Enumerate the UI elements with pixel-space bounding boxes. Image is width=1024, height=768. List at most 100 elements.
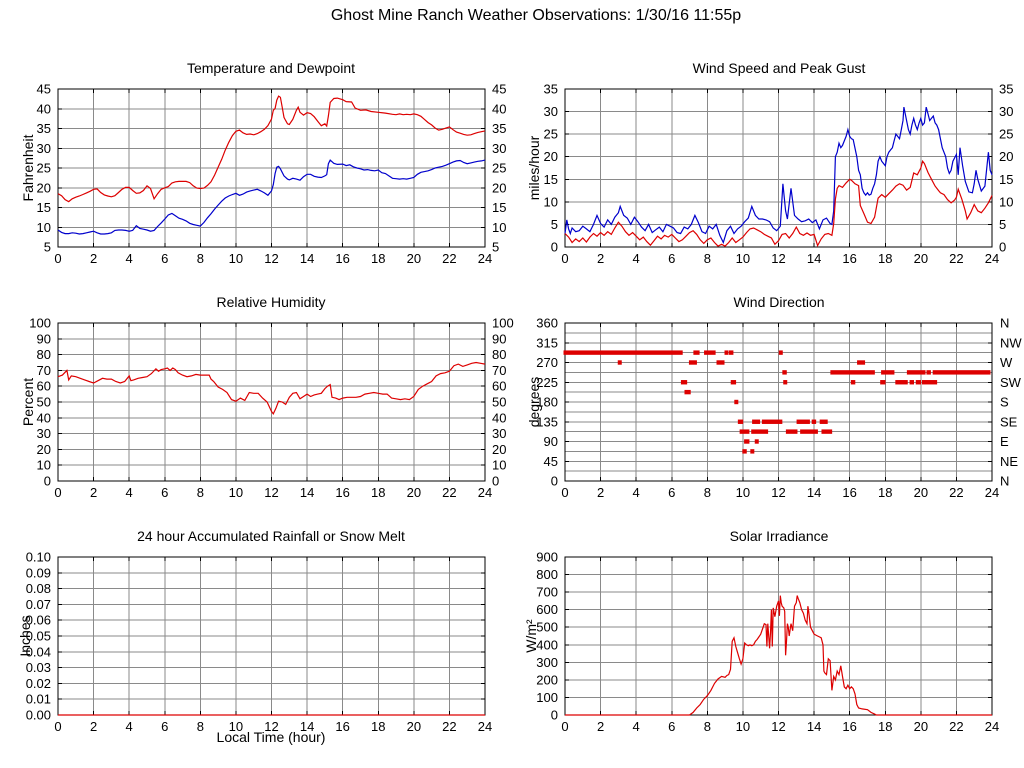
solar-line — [565, 595, 992, 716]
svg-text:22: 22 — [949, 719, 963, 734]
svg-text:18: 18 — [371, 719, 385, 734]
wind-direction-mark — [909, 380, 914, 385]
wind-direction-mark — [778, 350, 783, 355]
svg-text:14: 14 — [300, 719, 314, 734]
svg-text:50: 50 — [492, 395, 506, 410]
svg-text:10: 10 — [229, 719, 243, 734]
svg-text:25: 25 — [999, 127, 1013, 142]
svg-text:80: 80 — [492, 347, 506, 362]
wind-direction-mark — [684, 389, 691, 395]
wind-direction-mark — [734, 399, 739, 405]
svg-text:100: 100 — [492, 316, 514, 331]
svg-text:E: E — [1000, 434, 1009, 449]
svg-text:24: 24 — [985, 719, 999, 734]
svg-text:2: 2 — [597, 719, 604, 734]
svg-text:180: 180 — [536, 395, 558, 410]
svg-text:12: 12 — [264, 719, 278, 734]
svg-text:30: 30 — [37, 141, 51, 156]
svg-text:5: 5 — [551, 217, 558, 232]
wind-direction-mark — [693, 350, 700, 355]
svg-text:20: 20 — [37, 442, 51, 457]
svg-text:900: 900 — [536, 550, 558, 565]
svg-text:14: 14 — [807, 719, 821, 734]
wind-direction-mark — [821, 429, 833, 434]
svg-text:10: 10 — [229, 485, 243, 500]
wind-direction-mark — [811, 419, 817, 424]
wind-direction-mark — [880, 380, 886, 385]
svg-text:8: 8 — [197, 251, 204, 266]
wind-direction-mark — [785, 429, 798, 434]
svg-text:60: 60 — [492, 379, 506, 394]
svg-text:6: 6 — [668, 251, 675, 266]
svg-text:40: 40 — [492, 101, 506, 116]
svg-text:18: 18 — [371, 485, 385, 500]
svg-text:25: 25 — [37, 161, 51, 176]
svg-text:16: 16 — [842, 485, 856, 500]
wind-direction-mark — [563, 350, 683, 355]
svg-text:90: 90 — [544, 434, 558, 449]
svg-text:135: 135 — [536, 414, 558, 429]
svg-text:15: 15 — [37, 200, 51, 215]
svg-text:6: 6 — [668, 485, 675, 500]
svg-text:30: 30 — [544, 104, 558, 119]
svg-text:6: 6 — [161, 251, 168, 266]
svg-text:6: 6 — [161, 485, 168, 500]
wind-direction-mark — [704, 350, 716, 355]
svg-text:35: 35 — [999, 82, 1013, 97]
svg-text:0.09: 0.09 — [26, 565, 51, 580]
svg-text:0: 0 — [551, 240, 558, 255]
svg-text:225: 225 — [536, 375, 558, 390]
svg-text:14: 14 — [807, 251, 821, 266]
svg-text:16: 16 — [335, 251, 349, 266]
svg-text:0.07: 0.07 — [26, 597, 51, 612]
svg-text:10: 10 — [736, 251, 750, 266]
svg-text:16: 16 — [335, 485, 349, 500]
wind-direction-mark — [752, 419, 761, 424]
svg-text:16: 16 — [842, 719, 856, 734]
svg-text:40: 40 — [37, 410, 51, 425]
wind-direction-mark — [800, 429, 818, 434]
wind-direction-mark — [906, 370, 926, 375]
svg-text:10: 10 — [736, 485, 750, 500]
chart-title-rainfall: 24 hour Accumulated Rainfall or Snow Mel… — [137, 528, 405, 544]
chart-title-wind-direction: Wind Direction — [733, 294, 825, 310]
svg-text:10: 10 — [544, 194, 558, 209]
svg-text:800: 800 — [536, 567, 558, 582]
svg-text:30: 30 — [492, 426, 506, 441]
svg-text:45: 45 — [544, 454, 558, 469]
wind-direction-mark — [751, 429, 769, 434]
svg-text:50: 50 — [37, 395, 51, 410]
svg-text:100: 100 — [29, 316, 51, 331]
svg-text:8: 8 — [704, 251, 711, 266]
svg-text:45: 45 — [37, 82, 51, 97]
svg-text:16: 16 — [842, 251, 856, 266]
svg-text:0: 0 — [561, 719, 568, 734]
svg-text:15: 15 — [544, 172, 558, 187]
svg-text:2: 2 — [597, 485, 604, 500]
humidity-line — [57, 361, 486, 416]
wind-direction-mark — [724, 350, 729, 355]
svg-text:18: 18 — [371, 251, 385, 266]
svg-text:20: 20 — [544, 149, 558, 164]
svg-text:8: 8 — [197, 485, 204, 500]
svg-text:315: 315 — [536, 335, 558, 350]
svg-text:8: 8 — [704, 719, 711, 734]
svg-text:500: 500 — [536, 620, 558, 635]
svg-text:360: 360 — [536, 316, 558, 331]
chart-title-wind-speed-gust: Wind Speed and Peak Gust — [692, 60, 866, 76]
svg-text:35: 35 — [544, 82, 558, 97]
svg-text:0.05: 0.05 — [26, 629, 51, 644]
wind-direction-mark — [819, 419, 828, 424]
wind-direction-mark — [730, 380, 737, 385]
svg-text:4: 4 — [633, 485, 640, 500]
wind-direction-mark — [783, 380, 788, 385]
svg-text:20: 20 — [914, 719, 928, 734]
svg-text:14: 14 — [300, 251, 314, 266]
svg-text:NE: NE — [1000, 454, 1018, 469]
wind-direction-mark — [739, 429, 750, 434]
wind-direction-mark — [737, 419, 744, 424]
rainfall-plot: 0.000.010.020.030.040.050.060.070.080.09… — [26, 550, 493, 735]
svg-text:45: 45 — [492, 82, 506, 97]
